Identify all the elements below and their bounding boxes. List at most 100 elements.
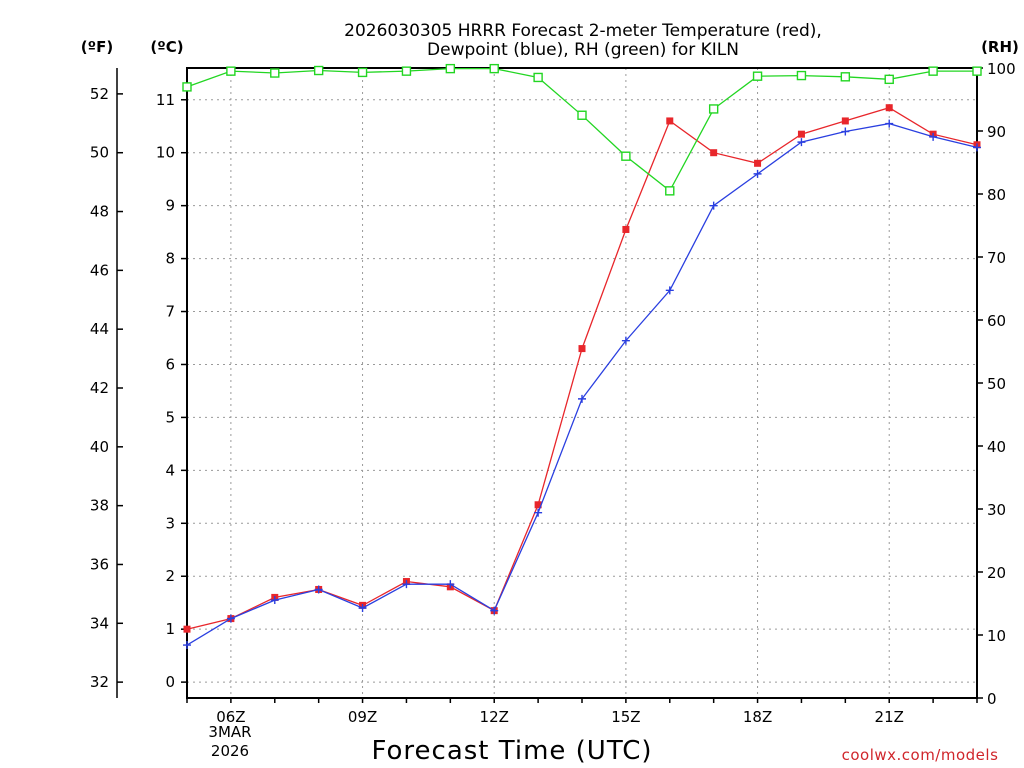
rh-unit-label: (RH) xyxy=(981,38,1019,56)
rh-point-10 xyxy=(401,66,412,76)
rh-tick-label-100: 100 xyxy=(987,60,1016,78)
rh-point-17 xyxy=(708,104,719,114)
dewpoint-point-14 xyxy=(578,394,586,403)
temperature-point-19 xyxy=(797,130,805,138)
rh-tick-label-60: 60 xyxy=(987,312,1006,330)
rh-tick-label-10: 10 xyxy=(987,627,1006,645)
data-series xyxy=(182,63,982,650)
x-tick-label-12Z: 12Z xyxy=(480,708,509,726)
dewpoint-series xyxy=(183,119,981,650)
celsius-tick-label-5: 5 xyxy=(165,408,175,426)
celsius-tick-label-2: 2 xyxy=(165,567,175,585)
rh-tick-label-90: 90 xyxy=(987,123,1006,141)
dewpoint-point-23 xyxy=(973,143,981,152)
temperature-point-5 xyxy=(183,625,191,633)
temperature-series xyxy=(183,104,981,633)
x-tick-label-06Z: 06Z xyxy=(216,708,245,726)
fahrenheit-tick-label-34: 34 xyxy=(90,614,109,632)
temperature-point-13 xyxy=(534,501,542,509)
fahrenheit-tick-label-46: 46 xyxy=(90,261,109,279)
rh-point-22 xyxy=(928,66,938,76)
axes: 3234363840424446485052012345678910110102… xyxy=(90,60,1016,726)
temperature-point-15 xyxy=(622,225,630,233)
fahrenheit-tick-label-36: 36 xyxy=(90,555,109,573)
dewpoint-point-20 xyxy=(841,127,850,136)
celsius-tick-label-9: 9 xyxy=(165,197,175,215)
x-tick-label-09Z: 09Z xyxy=(348,708,377,726)
fahrenheit-tick-label-48: 48 xyxy=(90,203,109,221)
dewpoint-point-22 xyxy=(929,132,938,141)
celsius-tick-label-7: 7 xyxy=(165,303,175,321)
chart-title-line1: 2026030305 HRRR Forecast 2-meter Tempera… xyxy=(344,21,822,41)
dewpoint-point-7 xyxy=(270,596,279,605)
rh-tick-label-50: 50 xyxy=(987,375,1006,393)
celsius-tick-label-1: 1 xyxy=(165,620,175,638)
temperature-point-17 xyxy=(710,149,718,157)
dewpoint-point-10 xyxy=(402,580,411,589)
celsius-tick-label-3: 3 xyxy=(165,514,175,532)
rh-point-9 xyxy=(357,67,368,78)
rh-point-20 xyxy=(840,72,851,82)
chart-title-line2: Dewpoint (blue), RH (green) for KILN xyxy=(427,40,739,60)
dewpoint-point-6 xyxy=(226,614,235,623)
fahrenheit-tick-label-52: 52 xyxy=(90,85,109,103)
rh-point-6 xyxy=(226,66,236,76)
fahrenheit-tick-label-44: 44 xyxy=(90,320,109,338)
dewpoint-point-16 xyxy=(665,286,674,295)
celsius-tick-label-0: 0 xyxy=(165,673,175,691)
fahrenheit-tick-label-50: 50 xyxy=(90,144,109,162)
rh-point-11 xyxy=(445,63,456,74)
celsius-tick-label-6: 6 xyxy=(165,355,175,373)
date-label-month: 3MAR xyxy=(208,723,251,741)
dewpoint-point-12 xyxy=(490,606,499,615)
dewpoint-point-21 xyxy=(885,119,894,128)
dewpoint-line xyxy=(186,122,978,646)
rh-point-18 xyxy=(752,71,763,81)
rh-series xyxy=(182,63,982,196)
rh-tick-label-0: 0 xyxy=(987,690,997,708)
x-tick-label-15Z: 15Z xyxy=(611,708,640,726)
x-tick-label-21Z: 21Z xyxy=(875,708,904,726)
rh-point-15 xyxy=(621,151,631,161)
rh-tick-label-40: 40 xyxy=(987,438,1006,456)
dewpoint-point-17 xyxy=(709,201,718,210)
dewpoint-point-9 xyxy=(358,604,367,612)
rh-point-12 xyxy=(489,63,499,74)
plot-frame xyxy=(186,67,978,699)
fahrenheit-tick-label-42: 42 xyxy=(90,379,109,397)
temperature-point-14 xyxy=(578,345,586,353)
rh-point-7 xyxy=(270,68,280,78)
celsius-tick-label-4: 4 xyxy=(165,461,175,479)
fahrenheit-tick-label-32: 32 xyxy=(90,673,109,691)
temperature-point-16 xyxy=(666,117,674,125)
grid-lines xyxy=(187,68,977,698)
rh-point-16 xyxy=(665,186,675,196)
rh-point-14 xyxy=(577,110,587,120)
celsius-tick-label-8: 8 xyxy=(165,250,175,268)
rh-point-19 xyxy=(796,70,807,81)
dewpoint-point-18 xyxy=(753,169,762,178)
dewpoint-point-13 xyxy=(534,508,543,517)
dewpoint-point-8 xyxy=(314,585,323,594)
temperature-line xyxy=(186,106,978,630)
rh-point-13 xyxy=(533,72,543,83)
date-label-year: 2026 xyxy=(211,742,249,760)
temperature-point-20 xyxy=(841,117,849,125)
fahrenheit-tick-label-40: 40 xyxy=(90,438,109,456)
rh-point-23 xyxy=(972,66,982,76)
celsius-unit-label: (ºC) xyxy=(150,38,183,56)
temperature-point-21 xyxy=(885,104,893,112)
rh-tick-label-70: 70 xyxy=(987,249,1006,267)
fahrenheit-tick-label-38: 38 xyxy=(90,497,109,515)
rh-point-21 xyxy=(884,74,894,85)
x-axis-title: Forecast Time (UTC) xyxy=(371,736,652,766)
credit-text: coolwx.com/models xyxy=(842,746,999,764)
rh-tick-label-30: 30 xyxy=(987,501,1006,519)
dewpoint-point-11 xyxy=(446,580,455,589)
fahrenheit-unit-label: (ºF) xyxy=(81,38,113,56)
rh-tick-label-20: 20 xyxy=(987,564,1006,582)
temperature-point-18 xyxy=(754,159,762,167)
celsius-tick-label-10: 10 xyxy=(156,144,175,162)
celsius-tick-label-11: 11 xyxy=(156,91,175,109)
